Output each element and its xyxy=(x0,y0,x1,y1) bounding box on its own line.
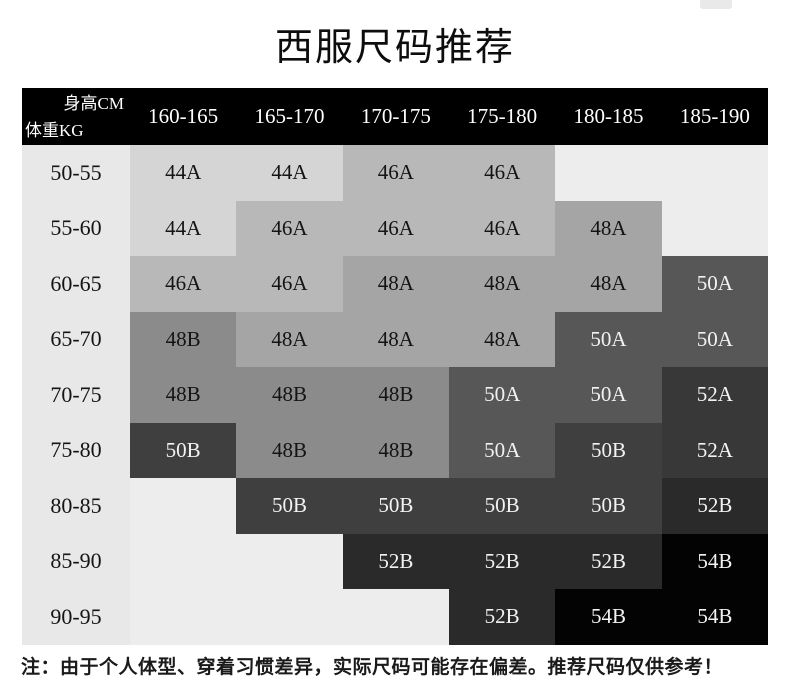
row-header-weight-range: 90-95 xyxy=(22,589,130,645)
size-cell: 44A xyxy=(130,200,237,256)
size-cell: 48A xyxy=(449,311,556,367)
row-header-weight-range: 70-75 xyxy=(22,367,130,423)
empty-cell xyxy=(661,145,768,201)
size-cell: 54B xyxy=(555,589,662,645)
size-cell: 52B xyxy=(449,533,556,589)
size-cell: 44A xyxy=(236,145,343,201)
size-cell: 46A xyxy=(449,145,556,201)
size-cell: 48A xyxy=(342,256,449,312)
row-header-weight-range: 50-55 xyxy=(22,145,130,201)
size-cell: 50A xyxy=(449,422,556,478)
empty-cell xyxy=(342,589,449,645)
column-header-height-range: 160-165 xyxy=(130,88,237,145)
empty-cell xyxy=(555,145,662,201)
empty-cell xyxy=(130,589,237,645)
size-cell: 52B xyxy=(342,533,449,589)
size-cell: 48A xyxy=(555,200,662,256)
size-cell: 52A xyxy=(661,367,768,423)
size-cell: 48B xyxy=(130,311,237,367)
size-cell: 50B xyxy=(236,478,343,534)
footnote: 注：由于个人体型、穿着习惯差异，实际尺码可能存在偏差。推荐尺码仅供参考！ xyxy=(21,657,724,678)
size-cell: 48A xyxy=(342,311,449,367)
size-cell: 50A xyxy=(661,256,768,312)
row-header-weight-range: 80-85 xyxy=(22,478,130,534)
size-cell: 50B xyxy=(449,478,556,534)
size-cell: 48B xyxy=(236,422,343,478)
size-cell: 46A xyxy=(342,145,449,201)
empty-cell xyxy=(130,478,237,534)
row-header-weight-range: 65-70 xyxy=(22,311,130,367)
size-cell: 52B xyxy=(449,589,556,645)
size-cell: 50A xyxy=(661,311,768,367)
size-cell: 52B xyxy=(555,533,662,589)
corner-header-cell: 身高CM 体重KG xyxy=(22,88,130,145)
size-chart-table: 身高CM 体重KG 160-165 165-170 170-175 175-180 180-… xyxy=(22,88,768,645)
size-cell: 52A xyxy=(661,422,768,478)
corner-weight-label: 体重KG xyxy=(25,121,84,140)
empty-cell xyxy=(236,533,343,589)
size-cell: 44A xyxy=(130,145,237,201)
size-cell: 46A xyxy=(236,200,343,256)
corner-height-label: 身高CM xyxy=(63,94,124,113)
column-header-height-range: 170-175 xyxy=(342,88,449,145)
row-header-weight-range: 85-90 xyxy=(22,533,130,589)
size-cell: 48B xyxy=(236,367,343,423)
size-cell: 46A xyxy=(449,200,556,256)
size-cell: 54B xyxy=(661,533,768,589)
column-header-height-range: 165-170 xyxy=(236,88,343,145)
size-cell: 48B xyxy=(342,422,449,478)
size-cell: 54B xyxy=(661,589,768,645)
row-header-weight-range: 60-65 xyxy=(22,256,130,312)
size-cell: 48A xyxy=(555,256,662,312)
size-cell: 46A xyxy=(236,256,343,312)
size-cell: 48B xyxy=(130,367,237,423)
column-header-height-range: 185-190 xyxy=(661,88,768,145)
size-cell: 46A xyxy=(342,200,449,256)
page-title: 西服尺码推荐 xyxy=(274,27,515,69)
size-cell: 50B xyxy=(555,422,662,478)
size-cell: 48A xyxy=(449,256,556,312)
empty-cell xyxy=(130,533,237,589)
size-cell: 48B xyxy=(342,367,449,423)
column-header-height-range: 175-180 xyxy=(449,88,556,145)
size-cell: 50A xyxy=(449,367,556,423)
empty-cell xyxy=(236,589,343,645)
row-header-weight-range: 75-80 xyxy=(22,422,130,478)
column-header-height-range: 180-185 xyxy=(555,88,662,145)
corner-artifact xyxy=(700,0,732,9)
size-cell: 48A xyxy=(236,311,343,367)
size-cell: 50B xyxy=(555,478,662,534)
size-cell: 52B xyxy=(661,478,768,534)
size-cell: 50A xyxy=(555,311,662,367)
size-cell: 50B xyxy=(130,422,237,478)
row-header-weight-range: 55-60 xyxy=(22,200,130,256)
size-cell: 50B xyxy=(342,478,449,534)
empty-cell xyxy=(661,200,768,256)
size-cell: 50A xyxy=(555,367,662,423)
size-cell: 46A xyxy=(130,256,237,312)
